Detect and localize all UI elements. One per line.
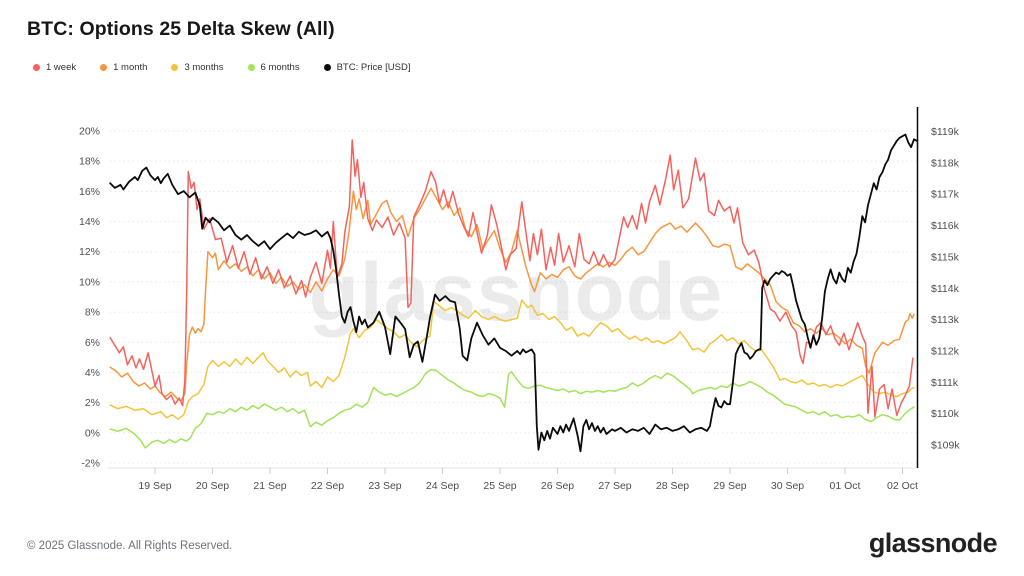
right-tick-label: $115k [931,251,960,263]
left-tick-label: 6% [85,337,100,349]
x-tick-label: 02 Oct [887,480,918,492]
legend-dot-icon [100,64,108,71]
left-tick-label: 4% [85,367,100,379]
y-axis-left: 20% 18% 16% 14% 12% 10% 8% 6% 4% 2% 0% -2% [79,125,100,469]
right-tick-label: $119k [931,126,960,138]
x-tick-label: 29 Sep [713,480,746,492]
legend: 1 week 1 month 3 months 6 months BTC: Price … [33,62,411,73]
left-tick-label: -2% [81,457,100,469]
x-tick-label: 30 Sep [771,480,804,492]
copyright-text: © 2025 Glassnode. All Rights Reserved. [27,540,233,552]
x-tick-label: 28 Sep [656,480,689,492]
x-tick-label: 25 Sep [483,480,516,492]
x-tick-label: 26 Sep [541,480,574,492]
legend-dot-icon [33,64,40,71]
right-tick-label: $116k [931,220,960,232]
legend-item-btc-price-usd-[interactable]: BTC: Price [USD] [323,62,411,73]
series-line-6-months[interactable] [109,368,915,449]
left-tick-label: 2% [85,397,100,409]
legend-item-3-months[interactable]: 3 months [171,62,224,73]
x-axis: 19 Sep 20 Sep 21 Sep 22 Sep 23 Sep 24 Sep 25 S… [108,467,918,492]
right-tick-label: $111k [931,377,959,389]
legend-item-1-month[interactable]: 1 month [100,62,147,73]
legend-item-label: 6 months [260,62,300,73]
x-tick-label: 21 Sep [253,480,286,492]
x-tick-label: 23 Sep [368,480,401,492]
x-tick-label: 22 Sep [311,480,344,492]
right-tick-label: $113k [931,314,960,326]
right-tick-label: $109k [931,440,960,452]
series-line-1-month[interactable] [109,187,915,402]
series-line-btc-price-usd-[interactable] [109,133,918,453]
y-axis-right: $119k $118k $117k $116k $115k $114k $113k $112k… [916,107,960,468]
watermark: glassnode [309,247,724,338]
legend-item-6-months[interactable]: 6 months [247,62,300,73]
x-tick-label: 19 Sep [138,480,171,492]
left-tick-label: 0% [85,427,100,439]
left-tick-label: 16% [79,186,100,198]
legend-item-label: BTC: Price [USD] [336,62,411,73]
x-tick-label: 20 Sep [196,480,229,492]
x-tick-label: 01 Oct [830,480,861,492]
right-tick-label: $112k [931,345,960,357]
right-tick-label: $110k [931,408,960,420]
legend-dot-icon [247,64,255,71]
legend-dot-icon [323,64,331,71]
legend-item-label: 1 month [113,62,148,73]
legend-dot-icon [171,64,179,71]
right-tick-label: $114k [931,283,960,295]
right-tick-label: $118k [931,157,960,169]
right-tick-label: $117k [931,189,960,201]
left-tick-label: 12% [79,246,100,258]
glassnode-logo: glassnode [868,528,998,558]
legend-item-label: 1 week [46,62,77,73]
x-tick-label: 27 Sep [598,480,631,492]
legend-item-1-week[interactable]: 1 week [33,62,76,73]
left-tick-label: 10% [79,276,100,288]
x-tick-label: 24 Sep [426,480,459,492]
left-tick-label: 18% [79,156,100,168]
page-title: BTC: Options 25 Delta Skew (All) [27,18,335,40]
series-line-1-week[interactable] [109,139,914,418]
left-tick-label: 20% [79,125,100,137]
left-tick-label: 8% [85,307,100,319]
legend-item-label: 3 months [184,62,224,73]
left-tick-label: 14% [79,216,100,228]
series-line-3-months[interactable] [109,299,915,420]
